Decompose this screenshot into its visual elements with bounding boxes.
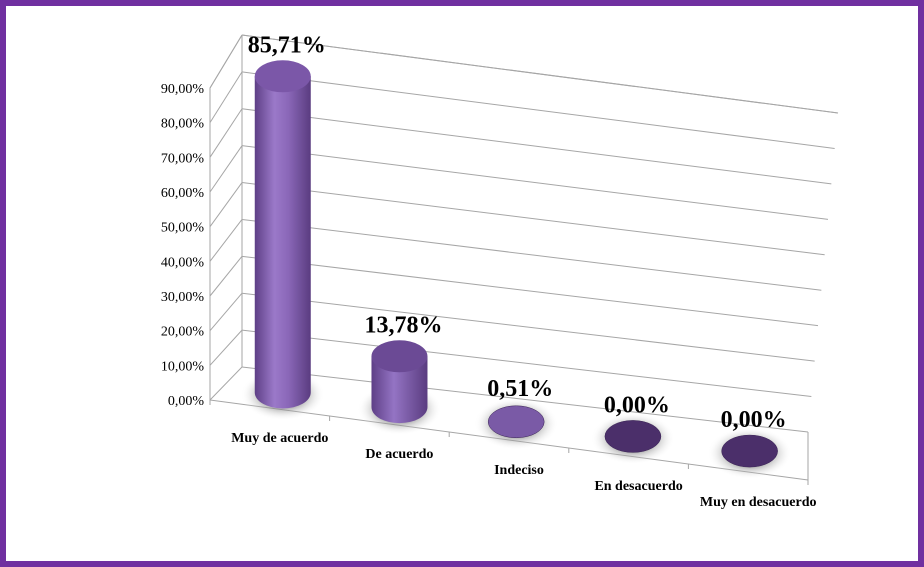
y-tick-label: 10,00% — [161, 359, 205, 374]
chart-bars — [240, 60, 792, 480]
data-label: 0,00% — [721, 407, 787, 433]
bar-disc — [604, 420, 662, 453]
side-gridline — [209, 182, 243, 227]
y-tick-label: 60,00% — [161, 186, 205, 201]
side-gridline — [209, 34, 243, 89]
x-category-labels: Muy de acuerdo De acuerdo Indeciso En desac… — [231, 431, 816, 510]
side-gridline — [209, 219, 243, 262]
side-gridline — [209, 366, 243, 401]
side-gridline — [209, 71, 243, 123]
y-tick-label: 20,00% — [161, 325, 205, 340]
gridline — [241, 182, 825, 256]
bar-disc — [721, 434, 778, 468]
side-gridline — [209, 256, 243, 297]
y-tick-label: 50,00% — [161, 221, 205, 236]
gridline — [241, 255, 819, 327]
bar-top — [254, 60, 311, 93]
data-labels: 85,71% 13,78% 0,51% 0,00% 0,00% — [248, 32, 787, 433]
bar-cylinder — [371, 356, 428, 424]
gridline — [241, 145, 829, 220]
side-gridline — [209, 108, 243, 158]
y-tick-label: 70,00% — [161, 151, 205, 166]
data-label: 0,00% — [604, 392, 670, 418]
y-tick-label: 80,00% — [161, 117, 205, 132]
wall-top-line — [241, 34, 839, 114]
gridline — [241, 108, 832, 185]
gridline — [241, 292, 815, 362]
gridline — [241, 329, 812, 398]
data-label: 85,71% — [248, 32, 326, 58]
y-tick-labels: 0,00% 10,00% 20,00% 30,00% 40,00% 50,00% 60,00… — [161, 82, 205, 409]
bar-top — [371, 340, 428, 373]
data-label: 13,78% — [364, 312, 442, 338]
gridline — [241, 71, 835, 149]
y-tick-label: 0,00% — [168, 394, 205, 409]
x-category-label: Indeciso — [494, 463, 544, 478]
y-tick-label: 90,00% — [161, 82, 205, 97]
x-category-label: En desacuerdo — [594, 479, 682, 494]
bar-cylinder — [254, 76, 311, 409]
y-tick-label: 30,00% — [161, 290, 205, 305]
x-category-label: De acuerdo — [365, 447, 433, 462]
side-gridline — [209, 292, 243, 331]
bar-disc — [487, 405, 545, 439]
x-category-label: Muy de acuerdo — [231, 431, 328, 446]
gridline — [241, 218, 822, 291]
y-tick-label: 40,00% — [161, 255, 205, 270]
side-gridline — [209, 145, 243, 193]
data-label: 0,51% — [487, 376, 553, 402]
x-category-label: Muy en desacuerdo — [700, 495, 817, 510]
side-gridline — [209, 329, 243, 366]
